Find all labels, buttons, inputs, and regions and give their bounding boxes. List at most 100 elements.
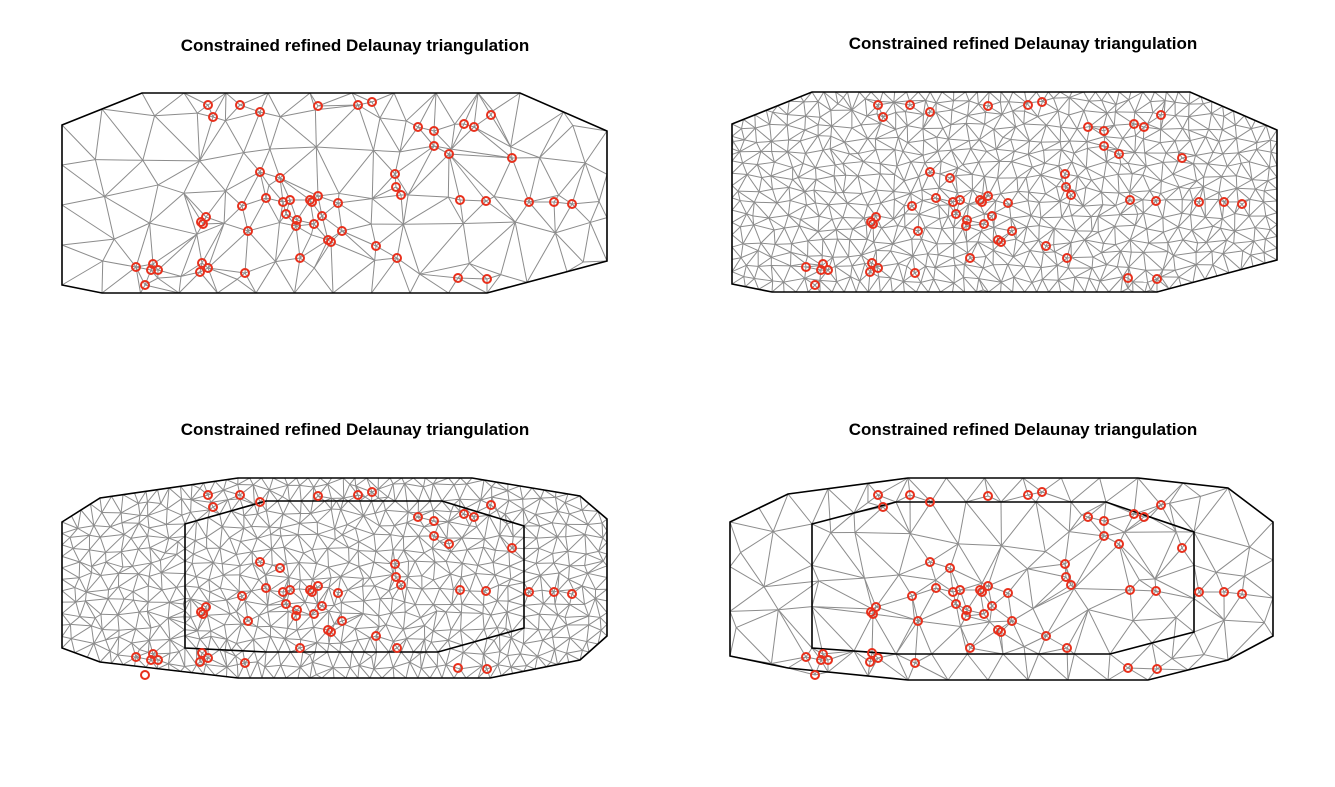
- data-point: [148, 259, 158, 269]
- data-point: [1023, 490, 1033, 500]
- data-point: [323, 235, 333, 245]
- data-point: [429, 531, 439, 541]
- panel-title: Constrained refined Delaunay triangulati…: [180, 420, 530, 439]
- data-point: [429, 141, 439, 151]
- data-point: [337, 616, 347, 626]
- data-point: [1099, 531, 1109, 541]
- data-point: [390, 169, 400, 179]
- data-point: [865, 657, 875, 667]
- data-point: [455, 585, 465, 595]
- data-point: [1177, 543, 1187, 553]
- data-point: [469, 122, 479, 132]
- data-point: [353, 490, 363, 500]
- data-point: [391, 182, 401, 192]
- data-point: [965, 643, 975, 653]
- data-point: [390, 559, 400, 569]
- panel-title: Constrained refined Delaunay triangulati…: [180, 36, 530, 55]
- data-point: [1114, 539, 1124, 549]
- data-point: [868, 219, 878, 229]
- data-point: [453, 273, 463, 283]
- data-point: [823, 655, 833, 665]
- data-point: [1151, 196, 1161, 206]
- data-point: [392, 643, 402, 653]
- data-point: [524, 587, 534, 597]
- data-point: [905, 490, 915, 500]
- data-point: [878, 502, 888, 512]
- data-point: [1219, 587, 1229, 597]
- data-point: [455, 195, 465, 205]
- data-point: [1099, 126, 1109, 136]
- data-point: [951, 599, 961, 609]
- outer-boundary: [731, 91, 1278, 293]
- data-point: [913, 226, 923, 236]
- data-point: [1062, 643, 1072, 653]
- data-point: [371, 631, 381, 641]
- data-point: [818, 259, 828, 269]
- data-point: [396, 190, 406, 200]
- data-point: [1156, 110, 1166, 120]
- data-point: [131, 262, 141, 272]
- data-point: [309, 219, 319, 229]
- data-point: [1099, 141, 1109, 151]
- outer-boundary: [61, 92, 608, 294]
- data-point: [1037, 487, 1047, 497]
- data-point: [993, 625, 1003, 635]
- data-point: [396, 580, 406, 590]
- data-point: [1041, 241, 1051, 251]
- data-point: [240, 658, 250, 668]
- data-point: [255, 557, 265, 567]
- data-point: [931, 193, 941, 203]
- data-point: [196, 607, 206, 617]
- data-point: [1237, 589, 1247, 599]
- data-point: [235, 100, 245, 110]
- data-point: [140, 670, 150, 680]
- data-point: [873, 263, 883, 273]
- panel-1: Constrained refined Delaunay triangulati…: [40, 30, 670, 320]
- data-point: [810, 280, 820, 290]
- data-point: [261, 583, 271, 593]
- data-point: [1114, 149, 1124, 159]
- data-point: [453, 663, 463, 673]
- data-point: [987, 601, 997, 611]
- data-point: [955, 585, 965, 595]
- data-point: [486, 110, 496, 120]
- data-point: [979, 609, 989, 619]
- data-point: [237, 591, 247, 601]
- data-point: [1139, 122, 1149, 132]
- data-point: [868, 609, 878, 619]
- data-point: [507, 543, 517, 553]
- data-point: [1139, 512, 1149, 522]
- data-point: [429, 516, 439, 526]
- data-point: [907, 201, 917, 211]
- data-point: [482, 664, 492, 674]
- data-point: [255, 107, 265, 117]
- data-point: [1194, 197, 1204, 207]
- outer-boundary: [61, 477, 608, 679]
- data-point: [962, 605, 972, 615]
- data-point: [235, 490, 245, 500]
- data-point: [873, 490, 883, 500]
- data-point: [291, 611, 301, 621]
- data-point: [865, 267, 875, 277]
- data-point: [962, 215, 972, 225]
- data-point: [305, 585, 315, 595]
- data-point: [243, 226, 253, 236]
- data-point: [307, 587, 317, 597]
- data-point: [961, 221, 971, 231]
- data-point: [195, 267, 205, 277]
- data-point: [198, 219, 208, 229]
- data-point: [567, 199, 577, 209]
- data-point: [873, 100, 883, 110]
- mesh-edges: [61, 92, 608, 294]
- data-point: [469, 512, 479, 522]
- data-point: [429, 126, 439, 136]
- data-point: [1129, 509, 1139, 519]
- data-point: [975, 585, 985, 595]
- data-point: [866, 607, 876, 617]
- data-point: [1156, 500, 1166, 510]
- data-point: [413, 122, 423, 132]
- inner-boundary: [184, 500, 525, 653]
- data-point: [1007, 226, 1017, 236]
- data-point: [481, 196, 491, 206]
- data-point: [291, 221, 301, 231]
